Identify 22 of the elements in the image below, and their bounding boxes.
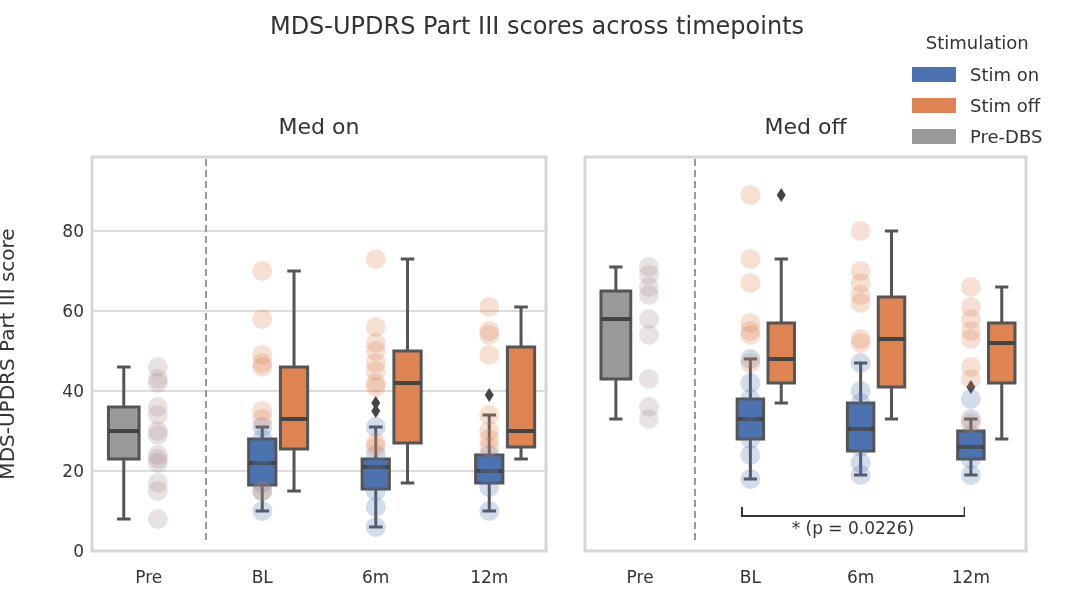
y-tick-label: 40 [62, 381, 84, 402]
annotation: * (p = 0.0226) [790, 518, 916, 539]
chart-title: MDS-UPDRS Part III scores across timepoints [269, 12, 805, 40]
x-tick-label: BL [739, 567, 762, 588]
legend-label: Stim on [970, 64, 1040, 85]
x-tick-label: 12m [470, 567, 509, 588]
x-tick-label: 6m [846, 567, 875, 588]
x-tick-label: 12m [951, 567, 990, 588]
y-tick-label: 20 [62, 461, 84, 482]
y-tick-label: 0 [73, 541, 84, 562]
x-tick-label: 6m [362, 567, 390, 588]
chart-subtitle: Med off [764, 114, 847, 139]
chart-subtitle: Med on [277, 114, 361, 139]
legend-label: Pre-DBS [970, 126, 1043, 147]
y-axis-title: MDS-UPDRS Part III score [0, 228, 20, 480]
x-tick-label: BL [251, 567, 274, 588]
x-tick-label: Pre [626, 567, 654, 588]
legend-label: Stim off [970, 95, 1041, 116]
y-tick-label: 60 [62, 301, 84, 322]
x-tick-label: Pre [135, 567, 163, 588]
y-tick-label: 80 [62, 221, 84, 242]
legend-title: Stimulation [924, 32, 1030, 53]
